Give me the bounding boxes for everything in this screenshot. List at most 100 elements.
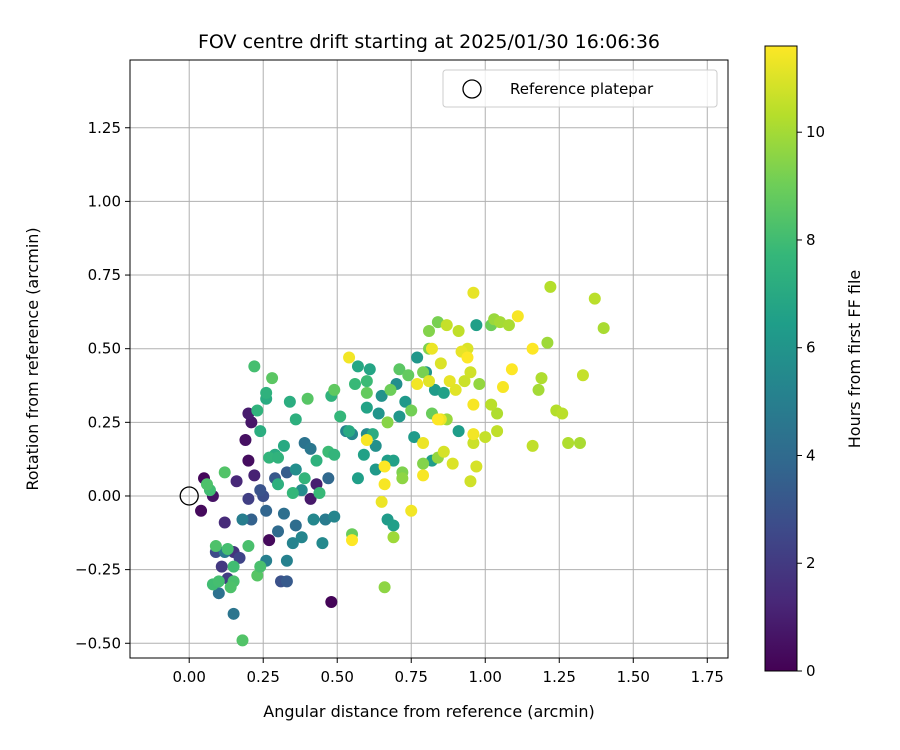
data-point [272, 451, 285, 464]
data-point [248, 469, 261, 482]
data-point [301, 392, 314, 405]
y-tick-label: 0.50 [88, 340, 121, 358]
data-point [245, 513, 258, 526]
data-point [254, 560, 267, 573]
data-point [405, 504, 418, 517]
data-point [283, 395, 296, 408]
x-axis-ticks: 0.00 0.25 0.50 0.75 1.00 1.25 1.50 1.75 [173, 658, 724, 686]
data-point [497, 380, 510, 393]
data-point [576, 369, 589, 382]
data-point [378, 460, 391, 473]
data-point [351, 360, 364, 373]
data-point [393, 410, 406, 423]
data-point [280, 554, 293, 567]
colorbar-tick-label: 6 [806, 339, 816, 357]
data-point [378, 478, 391, 491]
data-point [304, 492, 317, 505]
data-point [289, 463, 302, 476]
data-point [411, 378, 424, 391]
data-point [393, 363, 406, 376]
x-tick-label: 1.00 [469, 668, 502, 686]
y-tick-label: 1.25 [88, 119, 121, 137]
data-point [408, 431, 421, 444]
y-axis-label: Rotation from reference (arcmin) [23, 227, 42, 490]
data-point [328, 383, 341, 396]
data-point [461, 351, 474, 364]
data-point [470, 460, 483, 473]
data-point [239, 434, 252, 447]
data-point [399, 395, 412, 408]
data-point [348, 378, 361, 391]
data-point [387, 519, 400, 532]
y-axis-ticks: −0.50 −0.25 0.00 0.25 0.50 0.75 1.00 1.25 [75, 119, 130, 652]
data-point [200, 478, 213, 491]
data-point [573, 436, 586, 449]
data-point [236, 513, 249, 526]
data-point [446, 457, 459, 470]
data-point [402, 369, 415, 382]
data-point [597, 322, 610, 335]
colorbar-tick-label: 4 [806, 446, 816, 464]
data-point [254, 484, 267, 497]
data-point [263, 451, 276, 464]
data-point [328, 510, 341, 523]
x-axis-label: Angular distance from reference (arcmin) [263, 702, 594, 721]
data-point [470, 319, 483, 332]
data-point [467, 398, 480, 411]
data-point [535, 372, 548, 385]
colorbar-tick-label: 0 [806, 662, 816, 680]
data-point [272, 478, 285, 491]
data-point [452, 325, 465, 338]
colorbar-ticks: 0 2 4 6 8 10 [797, 123, 825, 680]
legend-label: Reference platepar [510, 80, 654, 98]
data-point [304, 442, 317, 455]
legend-box [442, 69, 718, 108]
data-point [351, 472, 364, 485]
data-point [464, 366, 477, 379]
data-point [491, 425, 504, 438]
x-tick-label: 1.75 [691, 668, 724, 686]
data-point [307, 513, 320, 526]
data-point [289, 519, 302, 532]
data-point [260, 504, 273, 517]
data-point [381, 416, 394, 429]
data-point [218, 516, 231, 529]
data-point [452, 425, 465, 438]
data-point [209, 540, 222, 553]
x-tick-label: 0.75 [395, 668, 428, 686]
data-point [467, 286, 480, 299]
data-point [360, 386, 373, 399]
x-tick-label: 1.50 [617, 668, 650, 686]
colorbar [764, 45, 798, 672]
data-point [423, 375, 435, 388]
data-point [195, 504, 208, 517]
data-point [405, 404, 418, 417]
data-point [417, 436, 430, 449]
data-point [313, 487, 326, 500]
y-tick-label: −0.25 [75, 561, 121, 579]
data-point [360, 375, 373, 388]
data-point [248, 360, 261, 373]
data-point [295, 531, 308, 544]
data-point [467, 428, 480, 441]
legend: Reference platepar [442, 69, 718, 108]
x-tick-label: 0.00 [173, 668, 206, 686]
data-point [277, 507, 290, 520]
data-point [298, 472, 311, 485]
x-tick-label: 1.25 [543, 668, 576, 686]
data-point [263, 534, 276, 547]
data-point [369, 439, 382, 452]
data-point [215, 560, 228, 573]
data-point [485, 398, 498, 411]
data-point [544, 280, 557, 293]
y-tick-label: 0.00 [88, 487, 121, 505]
data-point [423, 325, 435, 338]
data-point [434, 357, 447, 370]
data-point [491, 407, 504, 420]
colorbar-tick-label: 2 [806, 554, 816, 572]
data-point [227, 607, 240, 620]
legend-marker-icon [462, 79, 482, 99]
data-point [343, 351, 356, 364]
data-point [375, 389, 388, 402]
